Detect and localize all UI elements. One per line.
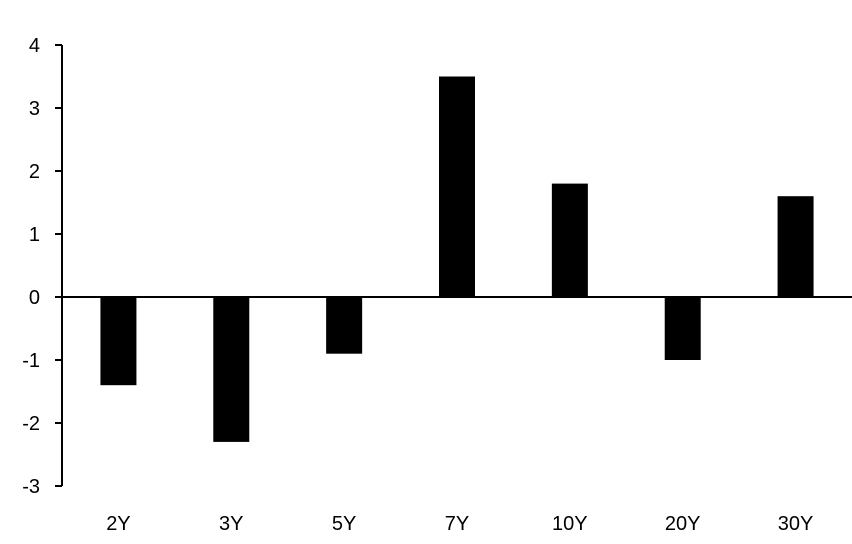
y-tick-label: 2 — [29, 161, 40, 183]
y-tick-label: 3 — [29, 98, 40, 120]
bar-2y — [100, 297, 137, 386]
bar-20y — [664, 297, 701, 360]
x-tick-label: 20Y — [665, 513, 701, 535]
x-tick-label: 2Y — [106, 513, 130, 535]
y-tick-label: -3 — [22, 476, 40, 498]
bar-5y — [326, 297, 363, 354]
x-tick-label: 5Y — [332, 513, 356, 535]
x-tick-label: 30Y — [778, 513, 814, 535]
x-tick-label: 7Y — [445, 513, 469, 535]
y-tick-label: 1 — [29, 224, 40, 246]
x-tick-label: 3Y — [219, 513, 243, 535]
bar-10y — [551, 183, 588, 297]
bar-7y — [439, 76, 475, 297]
y-tick-label: 0 — [29, 287, 40, 309]
x-tick-label: 10Y — [552, 513, 588, 535]
y-tick-label: -2 — [22, 413, 40, 435]
bar-30y — [777, 196, 814, 297]
y-tick-label: -1 — [22, 350, 40, 372]
y-tick-label: 4 — [29, 35, 40, 57]
bar-3y — [213, 297, 250, 442]
